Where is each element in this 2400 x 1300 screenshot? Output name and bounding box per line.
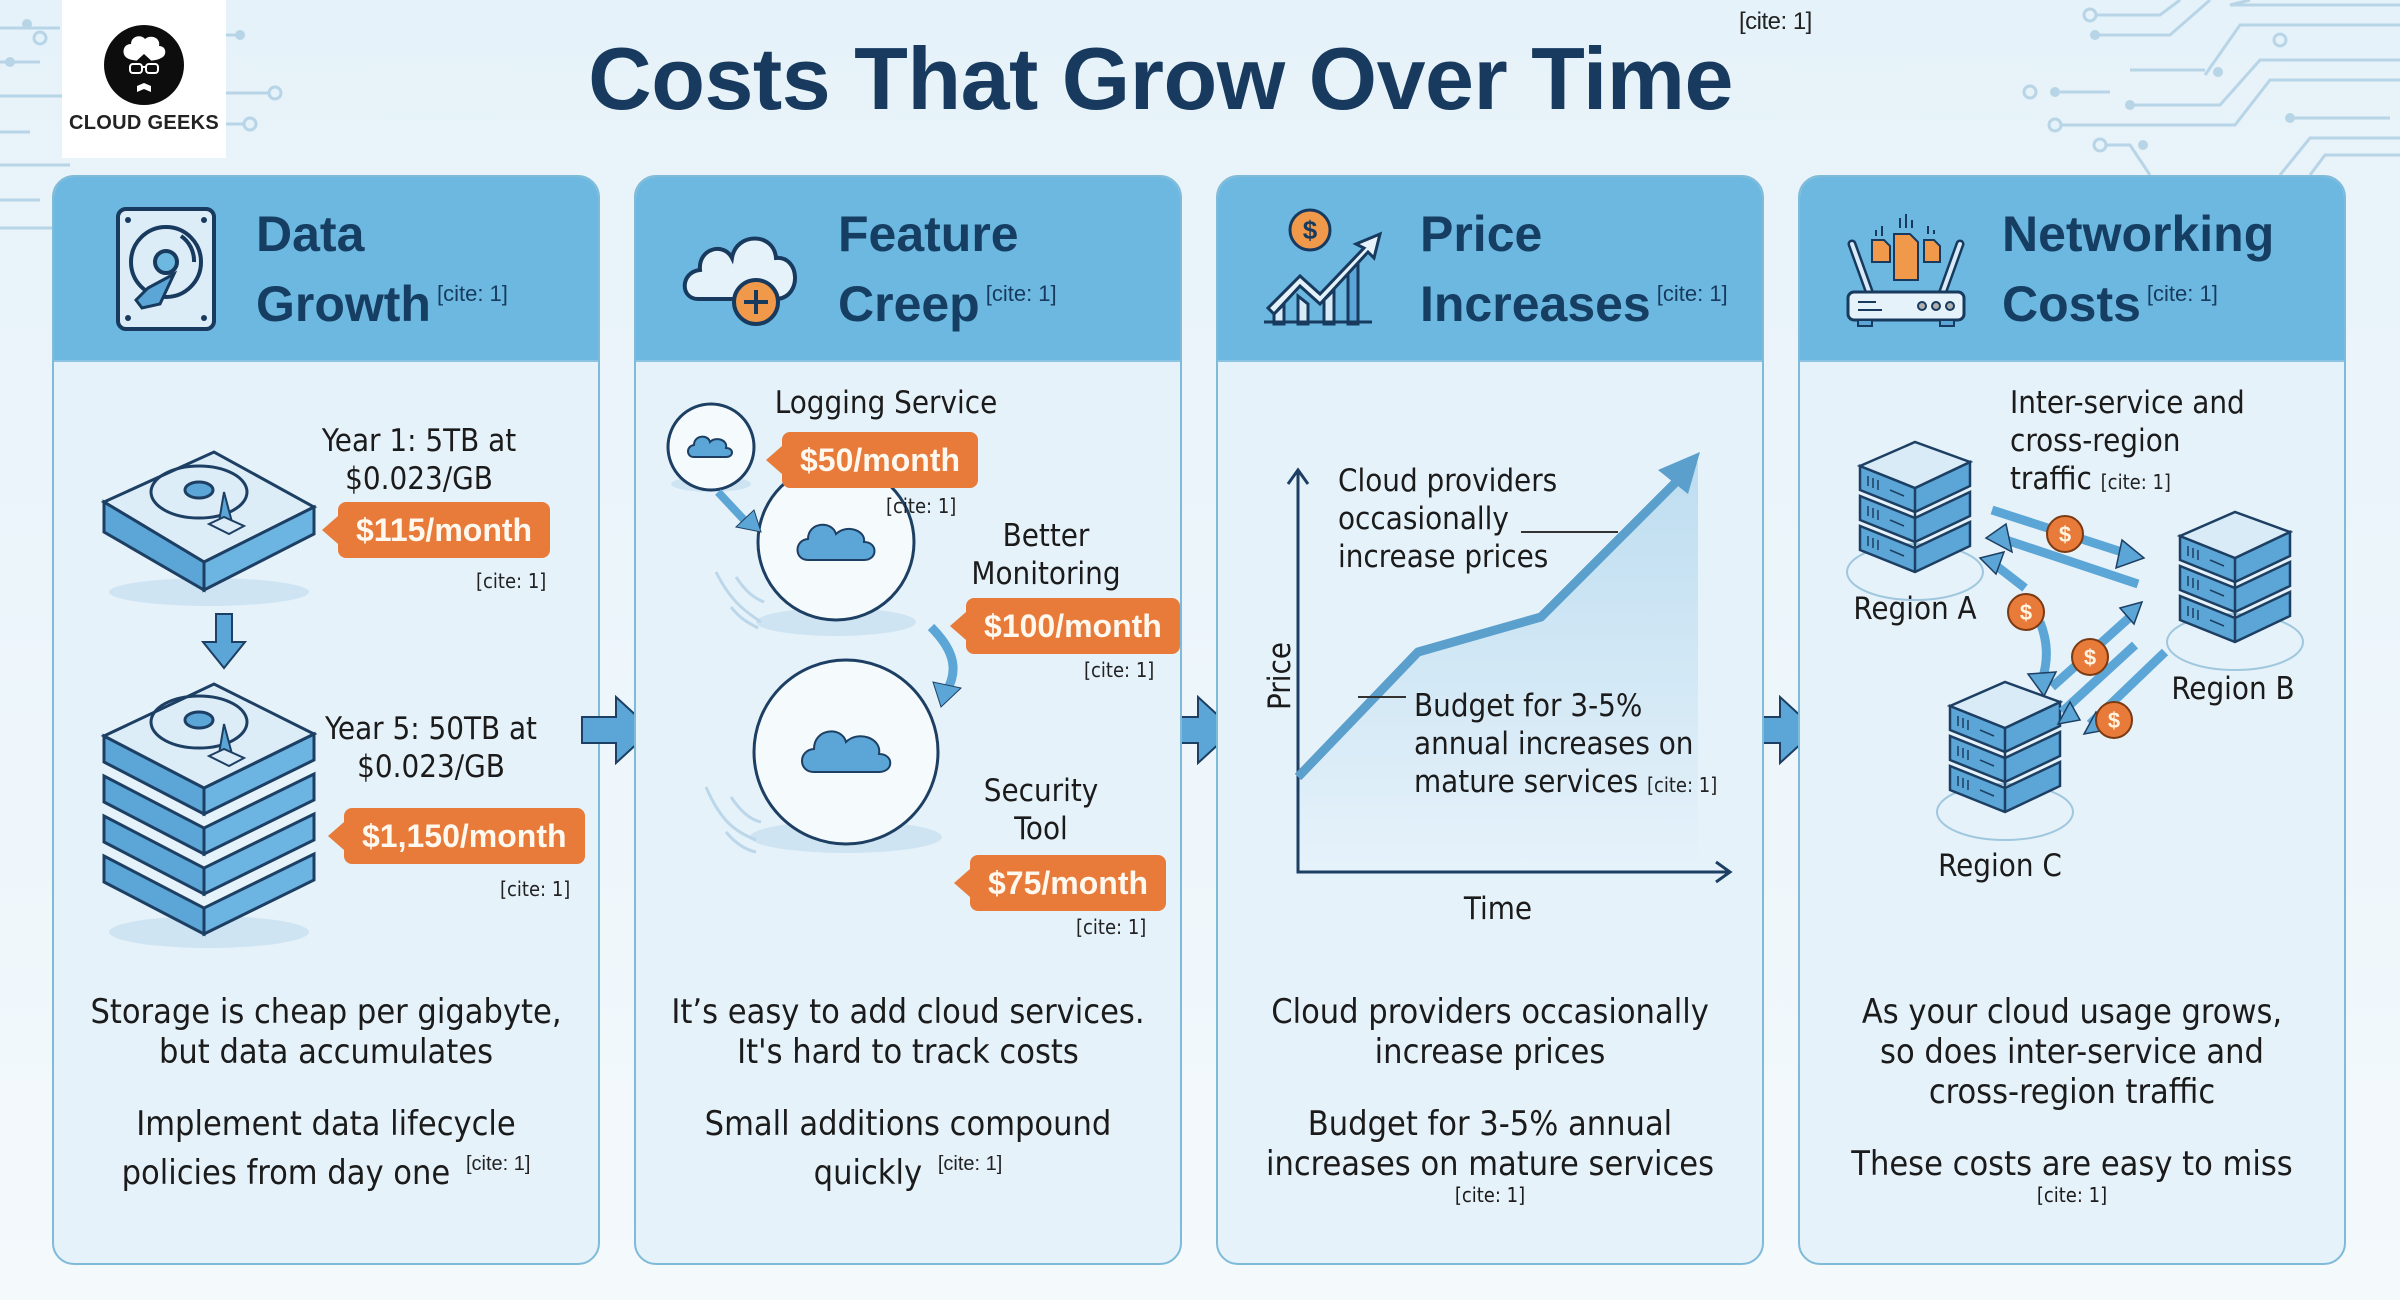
router-icon [1846,213,1966,327]
panel-note-primary: Cloud providers occasionally increase pr… [1271,992,1709,1072]
cite-tag: [cite: 1] [436,280,508,306]
panel-title: Networking Costs [cite: 1] [2002,205,2275,332]
page-title-text: Costs That Grow Over Time [588,29,1733,128]
y-axis-label: Price [1262,642,1298,710]
price-line-chart [1286,452,1733,884]
down-arrow-icon [200,613,248,670]
cite-tag: [cite: 1] [2146,280,2218,306]
panel-title: Price Increases [cite: 1] [1420,205,1728,332]
cloud-geeks-logo: CLOUD GEEKS [62,0,226,158]
year1-cost-badge: $115/month [321,502,551,558]
panel-price-increases: $ Price Increases [cite: 1] [1216,175,1764,1265]
service-name-monitoring: Better Monitoring [971,518,1121,592]
region-a-label: Region A [1853,591,1977,627]
cite-tag: [cite: 1] [886,494,957,518]
traffic-label: Inter-service and cross-region traffic [… [2010,385,2245,497]
panel-header: Feature Creep [cite: 1] [636,177,1180,362]
logging-cost-badge: $50/month [765,432,979,488]
service-name-logging: Logging Service [774,385,998,421]
price-trend-icon: $ [1264,208,1383,325]
panel-note-primary: As your cloud usage grows, so does inter… [1861,992,2283,1112]
geek-mascot-icon [104,24,184,105]
panel-networking-costs: Networking Costs[cite: 1] $ [1798,175,2346,1265]
cite-tag: [cite: 1] [500,877,571,901]
brand-name: CLOUD GEEKS [69,111,219,134]
circuit-decoration-right [2022,0,2400,176]
region-c-label: Region C [1938,848,2062,884]
panel-note-secondary: These costs are easy to miss [cite: 1] [1851,1144,2293,1207]
chart-annotation-increase: Cloud providers occasionally increase pr… [1338,463,1558,575]
region-traffic-diagram: $ [1845,440,2305,842]
cite-tag: [cite: 1] [476,569,547,593]
cite-tag: [cite: 1] [1076,915,1147,939]
year1-label: Year 1: 5TB at $0.023/GB [321,423,517,497]
panel-note-secondary: Budget for 3-5% annual increases on matu… [1265,1104,1715,1207]
panel-note-primary: Storage is cheap per gigabyte, but data … [90,992,562,1072]
x-axis-label: Time [1463,891,1533,927]
service-name-security: Security Tool [983,773,1099,847]
cite-tag: [cite: 1] [1656,280,1728,306]
drive-stack-illustration [100,682,318,948]
panel-header: Data Growth [cite: 1] [54,177,598,362]
panel-data-growth: Data Growth [cite: 1] Year 1: 5TB at $0.0… [52,175,600,1265]
panel-title: Data Growth [cite: 1] [256,205,508,332]
hard-drive-icon [116,206,216,331]
panel-header: $ Price Increases [cite: 1] [1218,177,1762,362]
panel-note-primary: It’s easy to add cloud services. It's ha… [671,992,1145,1072]
panel-note-secondary: Small additions compound quickly [cite: … [704,1104,1112,1193]
page-title: Costs That Grow Over Time[cite: 1] [588,8,1812,130]
title-cite: [cite: 1] [1738,8,1812,35]
panel-title: Feature Creep [cite: 1] [838,205,1057,332]
cite-tag: [cite: 1] [985,280,1057,306]
svg-text:$: $ [1303,215,1318,245]
chart-annotation-budget: Budget for 3-5% annual increases on matu… [1414,688,1718,800]
year5-cost-badge: $1,150/month [328,808,585,864]
single-drive-illustration [100,450,318,606]
cite-tag: [cite: 1] [1084,658,1155,682]
security-cost-badge: $75/month [953,855,1167,911]
panel-feature-creep: Feature Creep [cite: 1] [634,175,1182,1265]
panel-note-secondary: Implement data lifecycle policies from d… [121,1104,531,1193]
year5-label: Year 5: 50TB at $0.023/GB [325,711,537,785]
region-b-label: Region B [2171,671,2295,707]
monitoring-cost-badge: $100/month [950,598,1180,654]
panel-header: Networking Costs [cite: 1] [1800,177,2344,362]
cloud-plus-icon [682,236,797,326]
